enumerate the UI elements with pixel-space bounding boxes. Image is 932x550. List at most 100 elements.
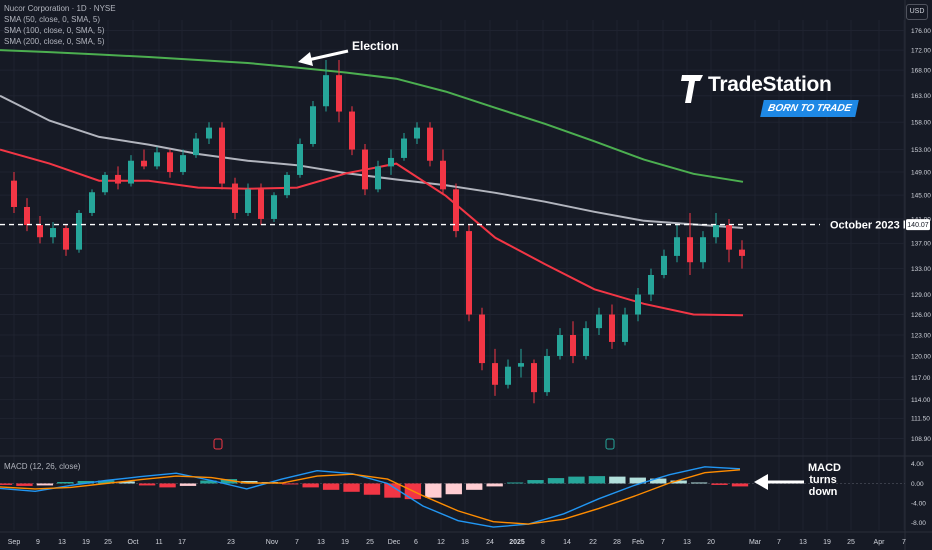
macd-y-tick-label: -4.00 <box>911 500 926 507</box>
macd-histogram-bar <box>36 483 54 486</box>
macd-histogram-bar <box>322 483 340 490</box>
brand-name: TradeStation <box>708 73 832 96</box>
y-tick-label: 168.00 <box>911 67 931 74</box>
candle-body <box>739 249 745 256</box>
last-price-tag <box>906 219 930 231</box>
event-marker-icon <box>605 438 615 450</box>
candle-body <box>713 225 719 238</box>
y-tick-label: 123.00 <box>911 332 931 339</box>
macd-histogram-bar <box>302 483 319 488</box>
macd-legend[interactable]: MACD (12, 26, close) <box>4 462 81 471</box>
candle-body <box>37 225 43 238</box>
candle-body <box>219 127 225 184</box>
x-tick-label: 6 <box>414 539 418 546</box>
candle-body <box>505 366 511 385</box>
macd-histogram-bar <box>547 478 565 484</box>
macd-histogram-bar <box>77 481 94 484</box>
candle-body <box>453 189 459 232</box>
candle-body <box>440 160 446 190</box>
y-tick-label: 172.00 <box>911 47 931 54</box>
macd-histogram-bar <box>118 481 135 484</box>
tradestation-mark-icon <box>681 75 703 103</box>
macd-histogram-bar <box>241 481 258 484</box>
y-tick-label: 176.00 <box>911 28 931 35</box>
x-tick-label: 23 <box>227 539 235 546</box>
y-tick-label: 153.00 <box>911 147 931 154</box>
candle-body <box>622 314 628 342</box>
candle-body <box>11 180 17 207</box>
x-tick-label: 13 <box>317 539 325 546</box>
candle-body <box>180 155 186 173</box>
y-tick-label: 137.00 <box>911 241 931 248</box>
currency-button[interactable]: USD <box>906 4 928 20</box>
y-tick-label: 129.00 <box>911 292 931 299</box>
x-tick-label: 25 <box>847 539 855 546</box>
x-tick-label: 11 <box>155 539 162 546</box>
x-tick-label: Apr <box>874 539 886 546</box>
x-tick-label: 7 <box>902 539 906 546</box>
candle-body <box>726 225 732 250</box>
x-tick-label: 9 <box>36 539 40 546</box>
y-tick-label: 133.00 <box>911 266 931 273</box>
macd-histogram-bar <box>200 480 217 484</box>
y-tick-label: 149.00 <box>911 169 931 176</box>
y-tick-label: 120.00 <box>911 353 931 360</box>
support-line-label: October 2023 low <box>830 220 922 232</box>
candle-body <box>336 75 342 112</box>
macd-histogram-bar <box>486 483 503 487</box>
candle-body <box>310 106 316 145</box>
election-arrow-shaft <box>307 49 349 62</box>
x-tick-label: 2025 <box>509 539 525 546</box>
sma-100-legend[interactable]: SMA (100, close, 0, SMA, 5) <box>4 26 105 35</box>
y-tick-label: 163.00 <box>911 93 931 100</box>
macd-histogram-bar <box>588 476 606 484</box>
candle-body <box>570 335 576 356</box>
candle-body <box>557 335 563 356</box>
candle-body <box>206 127 212 139</box>
x-tick-label: 24 <box>486 539 494 546</box>
macd-histogram-bar <box>731 483 749 487</box>
macd-histogram-bar <box>159 483 176 488</box>
x-tick-label: 22 <box>589 539 597 546</box>
candle-body <box>297 144 303 175</box>
candle-body <box>414 127 420 139</box>
x-tick-label: 20 <box>707 539 715 546</box>
sma-50-legend[interactable]: SMA (50, close, 0, SMA, 5) <box>4 15 101 24</box>
x-tick-label: 19 <box>823 539 831 546</box>
election-annotation: Election <box>352 39 399 53</box>
macd-histogram-bar <box>16 483 33 486</box>
x-tick-label: Nov <box>266 539 279 546</box>
y-tick-label: 145.00 <box>911 192 931 199</box>
candle-body <box>154 152 160 167</box>
signal-line <box>0 469 741 525</box>
x-tick-label: 25 <box>104 539 112 546</box>
candle-body <box>284 174 290 196</box>
candle-body <box>427 127 433 161</box>
macd-histogram-bar <box>425 483 442 498</box>
chart-title: Nucor Corporation · 1D · NYSE <box>4 4 116 13</box>
macd-histogram-bar <box>282 483 299 485</box>
x-tick-label: Oct <box>128 539 139 546</box>
x-tick-label: 13 <box>683 539 691 546</box>
candle-body <box>89 192 95 213</box>
candle-body <box>674 237 680 256</box>
macd-y-tick-label: -8.00 <box>911 520 926 527</box>
candle-body <box>245 189 251 213</box>
x-tick-label: 13 <box>58 539 66 546</box>
candle-body <box>583 328 589 356</box>
sma-100-line <box>0 94 744 229</box>
macd-histogram-bar <box>711 483 728 485</box>
macd-histogram-bar <box>568 476 585 484</box>
x-tick-label: Mar <box>749 539 762 546</box>
x-tick-label: 12 <box>437 539 445 546</box>
macd-histogram-bar <box>527 480 544 484</box>
candle-body <box>63 228 69 250</box>
event-marker-icon <box>213 438 223 450</box>
x-tick-label: 7 <box>661 539 665 546</box>
candle-body <box>544 355 550 393</box>
x-tick-label: Feb <box>632 539 644 546</box>
macd-arrow-head <box>754 474 768 490</box>
brand-tagline: BORN TO TRADE <box>760 100 859 117</box>
sma-200-legend[interactable]: SMA (200, close, 0, SMA, 5) <box>4 37 105 46</box>
